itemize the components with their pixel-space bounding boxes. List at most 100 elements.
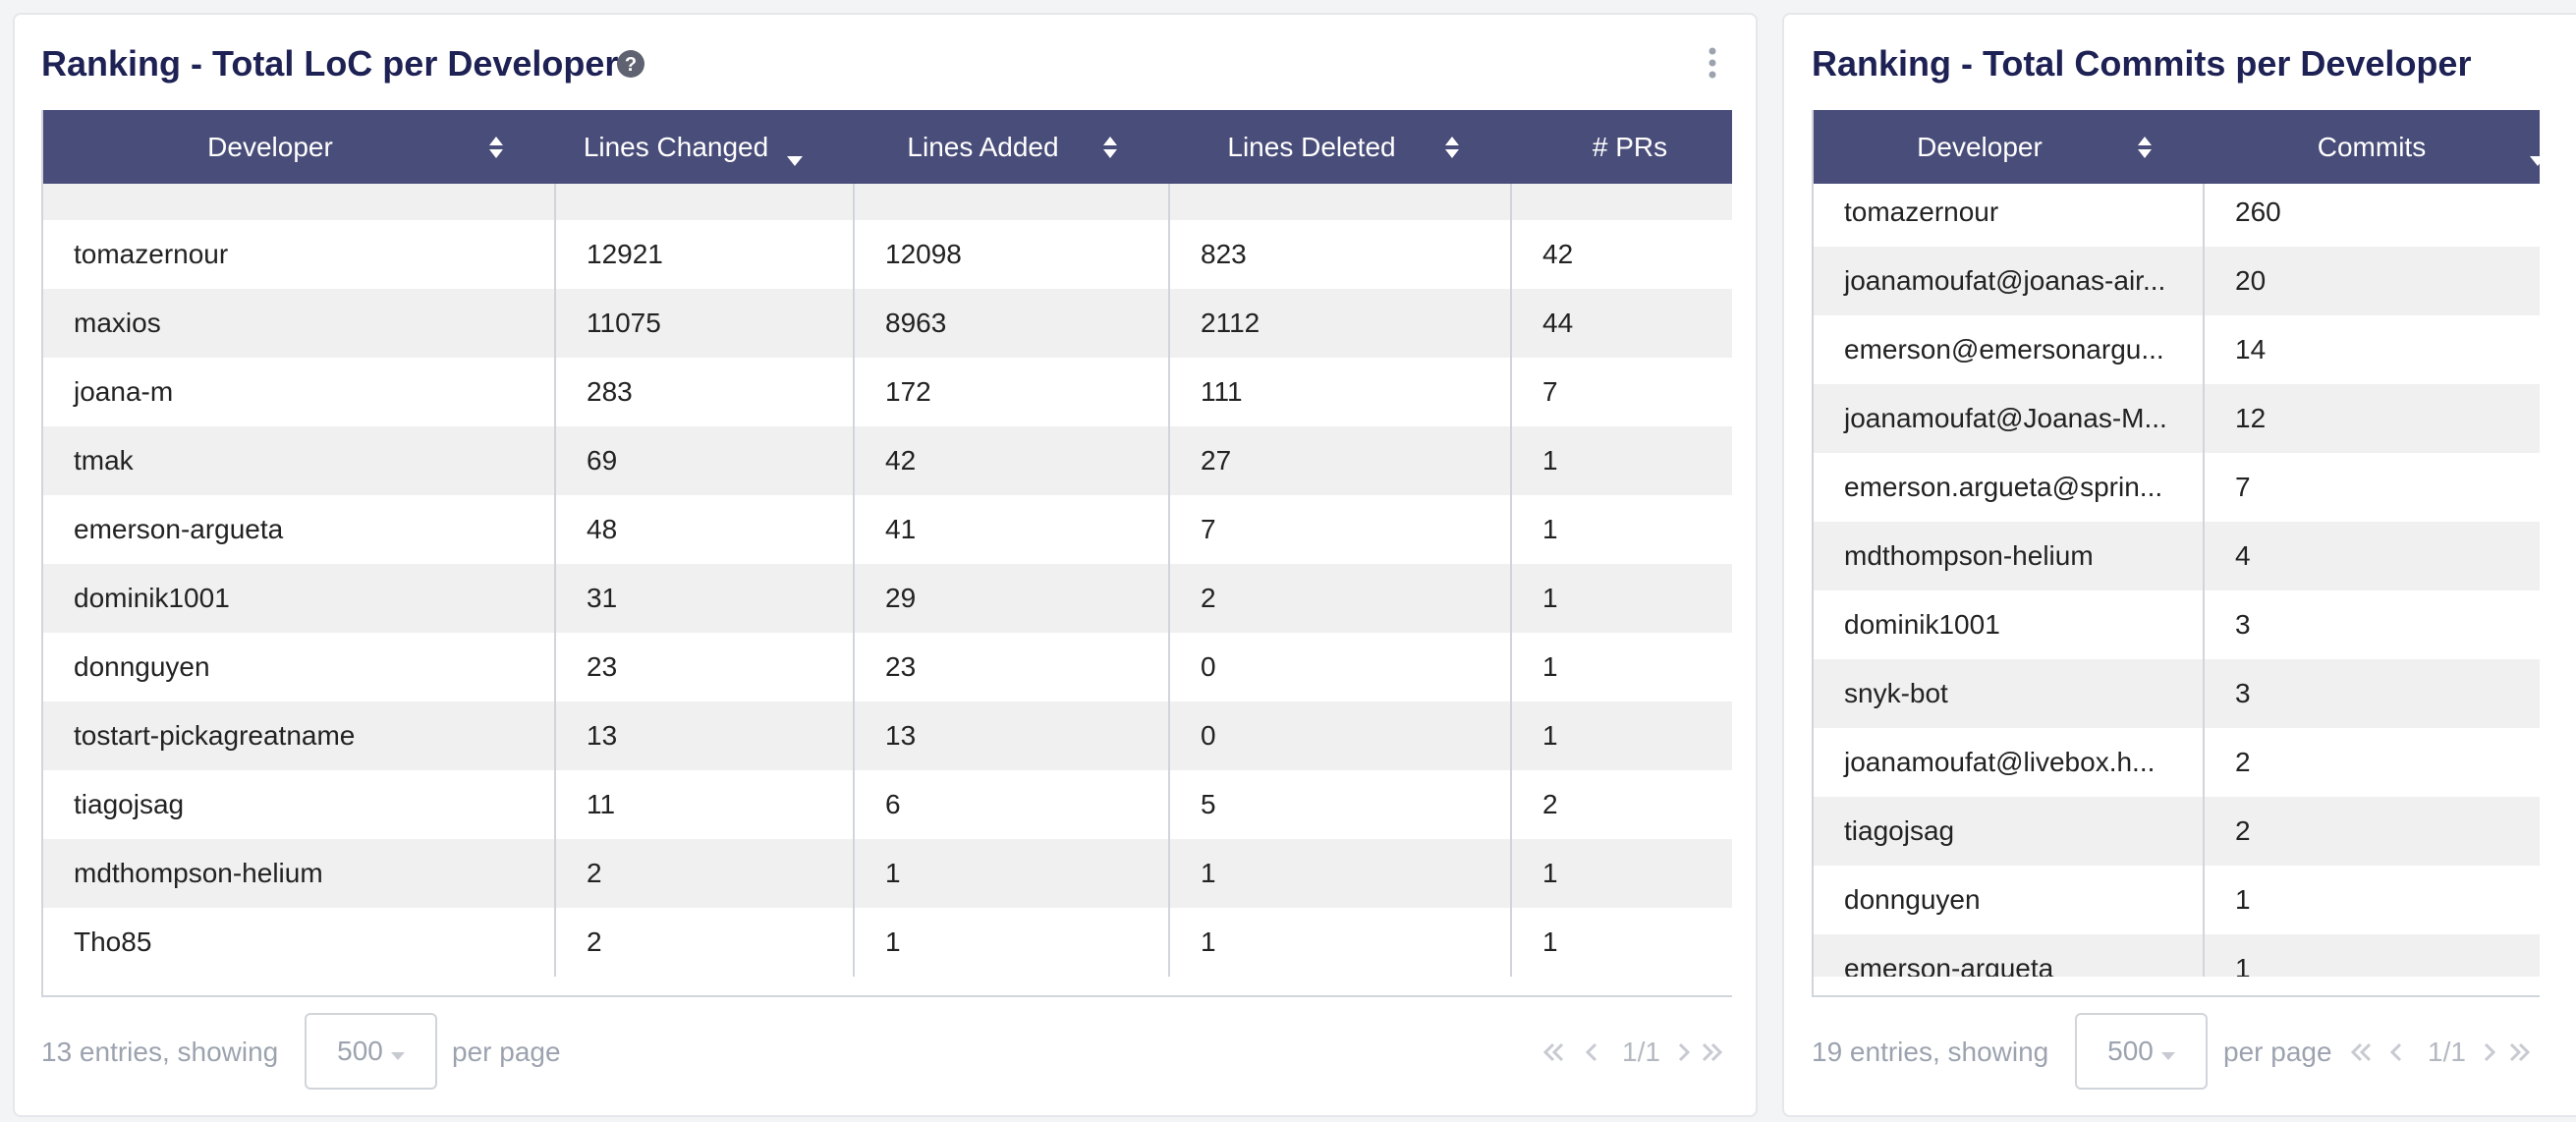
table-cell: 1 [1512, 564, 1732, 633]
column-header[interactable]: # PRs [1512, 110, 1732, 184]
table-cell: 7 [1512, 358, 1732, 426]
table-cell: 42 [855, 426, 1170, 495]
table-cell: tostart-pickagreatname [43, 701, 556, 770]
table-cell: emerson-argueta [43, 495, 556, 564]
table-cell: 2 [2205, 728, 2540, 797]
cell [1512, 184, 1732, 220]
sort-icon[interactable] [1101, 135, 1119, 167]
table-cell: 13 [855, 701, 1170, 770]
table-cell: 172 [855, 358, 1170, 426]
page-size-select[interactable]: 500 [2075, 1013, 2208, 1090]
next-page[interactable] [1671, 1040, 1695, 1069]
sort-icon[interactable] [2136, 135, 2154, 167]
prev-page[interactable] [1581, 1040, 1604, 1069]
table-cell: 1 [1170, 839, 1512, 908]
table-cell: emerson-argueta [1814, 934, 2205, 977]
table-cell: 29 [855, 564, 1170, 633]
per-page-label: per page [452, 1035, 561, 1070]
table-cell: 1 [1512, 839, 1732, 908]
table-cell: 3 [2205, 659, 2540, 728]
panel: Ranking - Total LoC per Developer?tomaze… [13, 13, 1758, 1117]
table-body: tomazernour129211209882342maxios11075896… [43, 184, 1732, 977]
entries-info: 13 entries, showing [41, 1035, 278, 1070]
table-cell: 6 [855, 770, 1170, 839]
table: tomazernour260joanamoufat@joanas-air...2… [1812, 110, 2540, 997]
table-cell: 2 [1170, 564, 1512, 633]
table-cell: 12 [2205, 384, 2540, 453]
table-cell: emerson.argueta@sprin... [1814, 453, 2205, 522]
table-cell: dominik1001 [1814, 590, 2205, 659]
table-cell: 12098 [855, 220, 1170, 289]
table-cell: 2 [556, 908, 855, 977]
table-cell: 1 [1512, 426, 1732, 495]
table-cell: mdthompson-helium [1814, 522, 2205, 590]
table-cell: 41 [855, 495, 1170, 564]
sort-icon[interactable] [487, 135, 505, 167]
table-cell: 2 [1512, 770, 1732, 839]
table-cell: 23 [855, 633, 1170, 701]
column-header[interactable]: Developer [43, 110, 497, 184]
sort-icon[interactable] [1443, 135, 1461, 167]
column-header[interactable]: Developer [1814, 110, 2146, 184]
table-cell: joanamoufat@livebox.h... [1814, 728, 2205, 797]
panel-title: Ranking - Total LoC per Developer [41, 44, 618, 84]
cell [43, 184, 556, 220]
table-cell: 8963 [855, 289, 1170, 358]
table-cell: 7 [2205, 453, 2540, 522]
first-page[interactable] [1541, 1040, 1565, 1069]
table-cell: 48 [556, 495, 855, 564]
table-cell: 14 [2205, 315, 2540, 384]
table-cell: 31 [556, 564, 855, 633]
table: tomazernour129211209882342maxios11075896… [41, 110, 1732, 997]
column-header[interactable]: Lines Deleted [1170, 110, 1453, 184]
page-size-value: 500 [337, 1036, 383, 1067]
table-cell: Tho85 [43, 908, 556, 977]
column-header[interactable]: Commits [2205, 110, 2539, 184]
table-cell: 2 [556, 839, 855, 908]
table-header: Developer Commits [1814, 110, 2540, 184]
table-cell: 1 [1170, 908, 1512, 977]
table-cell: 1 [1512, 908, 1732, 977]
table-cell: emerson@emersonargu... [1814, 315, 2205, 384]
prev-page[interactable] [2385, 1040, 2409, 1069]
table-cell: 1 [2205, 934, 2540, 977]
column-header[interactable]: Lines Added [855, 110, 1111, 184]
sort-icon[interactable] [2529, 142, 2540, 174]
sort-icon[interactable] [786, 142, 804, 174]
table-cell: 0 [1170, 701, 1512, 770]
table-cell: 1 [1512, 633, 1732, 701]
table-cell: mdthompson-helium [43, 839, 556, 908]
entries-info: 19 entries, showing [1812, 1035, 2048, 1070]
last-page[interactable] [1701, 1040, 1724, 1069]
table-cell: 23 [556, 633, 855, 701]
table-cell: donnguyen [43, 633, 556, 701]
table-cell: 27 [1170, 426, 1512, 495]
cell [855, 184, 1170, 220]
panel-title: Ranking - Total Commits per Developer [1812, 44, 2471, 84]
table-body: tomazernour260joanamoufat@joanas-air...2… [1814, 184, 2540, 977]
cell [556, 184, 855, 220]
help-icon[interactable]: ? [616, 49, 645, 84]
svg-text:?: ? [625, 54, 637, 76]
next-page[interactable] [2477, 1040, 2500, 1069]
table-cell: 2 [2205, 797, 2540, 866]
page-size-select[interactable]: 500 [305, 1013, 437, 1090]
table-cell: 20 [2205, 247, 2540, 315]
table-cell: joana-m [43, 358, 556, 426]
first-page[interactable] [2349, 1040, 2373, 1069]
column-header[interactable]: Lines Changed [556, 110, 796, 184]
last-page[interactable] [2508, 1040, 2532, 1069]
table-cell: 69 [556, 426, 855, 495]
menu-button[interactable] [1708, 46, 1717, 84]
table-cell: tmak [43, 426, 556, 495]
per-page-label: per page [2223, 1035, 2332, 1070]
pagination: 1/1 [1622, 1035, 1660, 1070]
table-cell: dominik1001 [43, 564, 556, 633]
table-cell: joanamoufat@joanas-air... [1814, 247, 2205, 315]
table-cell: 42 [1512, 220, 1732, 289]
table-header: Developer Lines Changed Lines Added Lines D… [43, 110, 1732, 184]
table-cell: tiagojsag [43, 770, 556, 839]
panel: Ranking - Total Commits per Developer?to… [1782, 13, 2576, 1117]
table-cell: 823 [1170, 220, 1512, 289]
